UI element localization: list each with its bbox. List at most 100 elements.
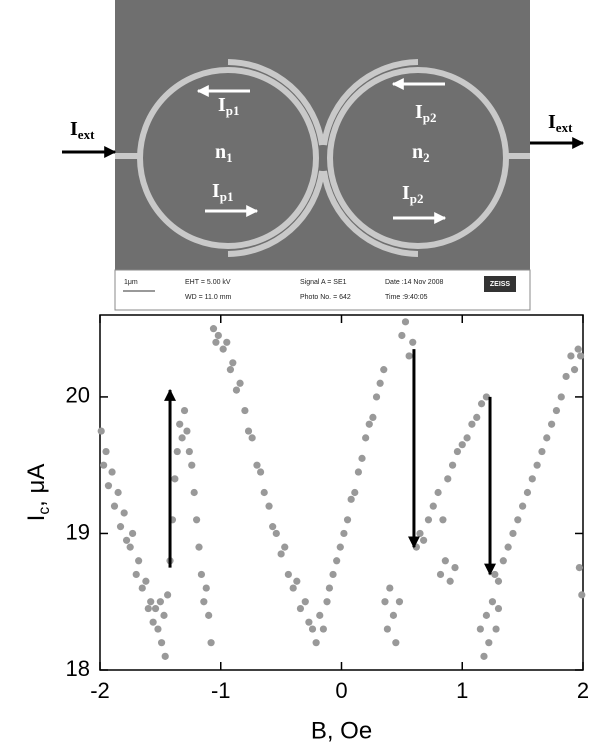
point [212, 338, 220, 346]
sem-label: n1 [215, 141, 233, 165]
point [110, 502, 119, 510]
point [126, 543, 134, 551]
point [132, 570, 140, 579]
point [229, 359, 237, 367]
point [448, 461, 457, 469]
plot-frame [99, 314, 584, 671]
point [576, 352, 585, 360]
point [284, 570, 292, 579]
point [562, 372, 570, 381]
point [369, 413, 377, 422]
info-text: Photo No. = 642 [300, 294, 351, 301]
sem-label: Ip2 [402, 182, 424, 206]
point [389, 611, 398, 619]
point [514, 516, 522, 524]
point [548, 420, 556, 428]
point [386, 584, 394, 592]
point [305, 618, 313, 626]
point [108, 468, 116, 476]
point [446, 577, 454, 585]
point [492, 625, 500, 633]
point [436, 570, 445, 579]
point [289, 584, 297, 592]
point [523, 488, 532, 497]
point [528, 475, 536, 483]
point [574, 345, 582, 353]
info-text: 1μm [124, 279, 138, 286]
y-tick-label: 20 [66, 383, 90, 408]
point [281, 543, 289, 551]
point [97, 427, 105, 435]
info-text: Date :14 Nov 2008 [385, 279, 443, 286]
x-tick-label: 0 [335, 678, 347, 703]
point [333, 557, 341, 565]
point [122, 536, 131, 544]
sem-label: Iext [548, 111, 573, 135]
sem-label-part: p1 [226, 103, 240, 118]
point [248, 434, 256, 442]
y-axis-label-part: , μA [23, 464, 50, 507]
current-arrows [196, 78, 447, 224]
point [347, 495, 355, 503]
y-tick-label: 18 [66, 656, 90, 681]
point [161, 652, 169, 660]
point [482, 393, 490, 401]
sem-label-part: n [412, 141, 423, 163]
point [195, 543, 203, 551]
point [392, 639, 400, 647]
sem-label-part: n [215, 141, 226, 163]
point [570, 366, 579, 374]
point [156, 598, 164, 606]
y-axis-label: Ic, μA [23, 464, 53, 522]
point [509, 529, 517, 538]
point [164, 591, 172, 599]
y-axis-label-part: c [36, 507, 53, 515]
point [494, 604, 503, 613]
point [409, 338, 417, 346]
point [312, 639, 320, 647]
point [380, 366, 388, 374]
point [205, 611, 213, 619]
point [325, 584, 334, 592]
point [519, 502, 527, 510]
sem-label-part: I [415, 101, 423, 123]
point [543, 434, 551, 442]
info-text: EHT = 5.00 kV [185, 279, 231, 286]
point [236, 379, 244, 387]
point [316, 611, 324, 619]
point [253, 461, 261, 469]
sem-label-part: I [218, 94, 226, 116]
point [138, 584, 146, 592]
sem-label-part: I [402, 182, 410, 204]
point [244, 427, 253, 435]
point [351, 488, 359, 497]
point [477, 400, 486, 408]
external-arrows [62, 137, 585, 158]
point [340, 529, 348, 538]
sem-label: n2 [412, 141, 430, 165]
sem-label: Ip1 [218, 94, 240, 118]
point [151, 604, 160, 613]
info-text: Time :9:40:05 [385, 294, 428, 301]
point [135, 557, 143, 565]
point [157, 639, 166, 647]
point [439, 516, 447, 524]
logo-box [484, 276, 516, 292]
point [144, 604, 152, 613]
point [293, 577, 301, 585]
sem-label: Ip2 [415, 101, 437, 125]
point [538, 447, 546, 456]
sem-label-part: p2 [423, 110, 437, 125]
point [468, 420, 476, 428]
sem-label-part: I [548, 111, 556, 133]
point [296, 604, 305, 613]
y-axis-label-part: I [23, 515, 50, 522]
point [504, 543, 512, 551]
point [147, 598, 155, 606]
point [451, 563, 459, 572]
sem-label-part: p2 [410, 191, 424, 206]
point [476, 625, 484, 633]
point [102, 447, 110, 456]
point [272, 529, 280, 538]
